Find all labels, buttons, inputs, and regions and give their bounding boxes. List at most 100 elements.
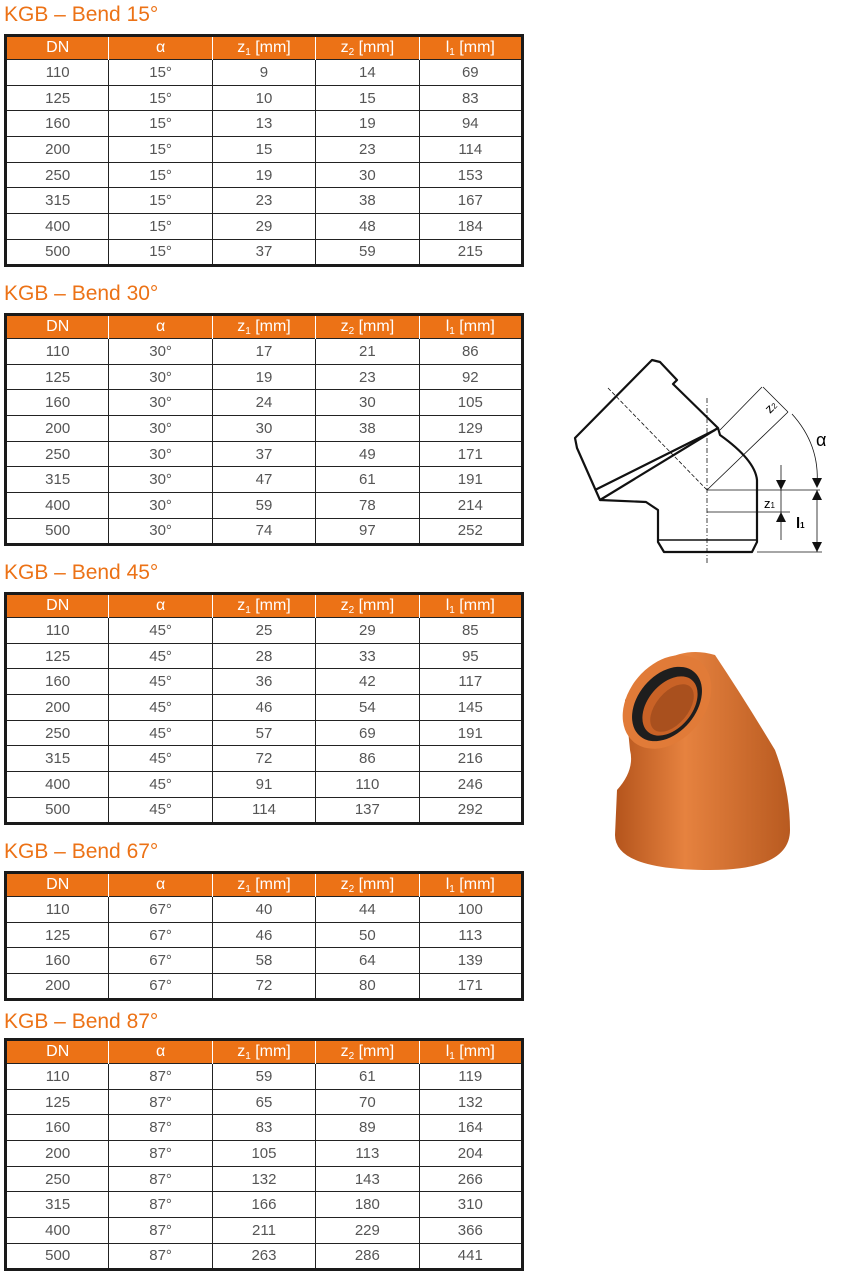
table-cell: 252 <box>418 517 524 545</box>
table-cell: 204 <box>418 1140 524 1167</box>
table-row: 200 15° 15 23 114 <box>4 136 524 163</box>
header-symbol: z <box>237 596 246 614</box>
table-row: 200 30° 30 38 129 <box>4 415 524 442</box>
header-subscript: 2 <box>348 325 355 337</box>
table-cell: 15 <box>211 136 317 163</box>
table-cell: 250 <box>4 440 110 468</box>
table-row: 315 87° 166 180 310 <box>4 1191 524 1219</box>
table-cell: 266 <box>418 1165 524 1193</box>
table-cell: 67° <box>108 947 213 975</box>
header-subscript: 1 <box>449 46 455 58</box>
table-cell: 137 <box>315 796 420 824</box>
header-subscript: 2 <box>348 46 355 58</box>
table-cell: 366 <box>418 1217 524 1244</box>
table-cell: 80 <box>315 973 420 1000</box>
section-title: KGB – Bend 45° <box>4 561 159 584</box>
header-subscript: 1 <box>449 325 455 337</box>
column-header: z2 [mm] <box>315 314 420 339</box>
table-cell: 214 <box>418 492 524 519</box>
table-cell: 400 <box>4 213 110 240</box>
pipe-body-outline <box>599 427 759 554</box>
column-header: l1 [mm] <box>418 35 523 60</box>
table-row: 125 67° 46 50 113 <box>4 921 524 949</box>
table-cell: 25 <box>211 617 317 644</box>
header-subscript: 1 <box>245 883 251 895</box>
table-cell: 110 <box>4 896 110 923</box>
table-cell: 30° <box>108 363 213 391</box>
table-cell: 70 <box>315 1088 420 1116</box>
z2-label: z2 <box>762 397 781 416</box>
table-row: 160 15° 13 19 94 <box>4 110 524 138</box>
table-cell: 125 <box>4 84 110 112</box>
header-subscript: 2 <box>348 883 355 895</box>
table-cell: 19 <box>211 363 317 391</box>
table-cell: 30 <box>211 415 317 442</box>
table-cell: 45° <box>108 617 213 644</box>
table-cell: 117 <box>418 668 524 696</box>
header-symbol: l <box>445 596 450 614</box>
header-subscript: 1 <box>449 883 455 895</box>
header-unit: [mm] <box>250 596 291 614</box>
table-cell: 400 <box>4 771 110 798</box>
column-header: z1 [mm] <box>211 872 316 897</box>
table-cell: 105 <box>418 389 524 417</box>
table-row: 110 15° 9 14 69 <box>4 59 524 86</box>
table-cell: 129 <box>418 415 524 442</box>
table-cell: 166 <box>211 1191 317 1219</box>
table-cell: 19 <box>211 161 317 189</box>
table-cell: 67° <box>108 973 213 1000</box>
table-cell: 15° <box>108 161 213 189</box>
column-header: z2 [mm] <box>315 872 420 897</box>
column-header: z2 [mm] <box>315 35 420 60</box>
bend-technical-drawing: z2 α z1 l1 <box>573 358 826 565</box>
column-header: α <box>108 872 213 897</box>
table-cell: 310 <box>418 1191 524 1219</box>
table-cell: 45° <box>108 745 213 773</box>
table-cell: 87° <box>108 1217 213 1244</box>
table-cell: 164 <box>418 1114 524 1142</box>
table-cell: 40 <box>211 896 317 923</box>
table-cell: 160 <box>4 947 110 975</box>
table-cell: 37 <box>211 238 317 266</box>
table-cell: 69 <box>418 59 524 86</box>
table-cell: 119 <box>418 1063 524 1090</box>
table-row: 500 30° 74 97 252 <box>4 517 524 545</box>
table-cell: 286 <box>315 1242 420 1270</box>
table-cell: 14 <box>315 59 420 86</box>
table-cell: 30 <box>315 389 420 417</box>
table-cell: 15 <box>315 84 420 112</box>
table-cell: 92 <box>418 363 524 391</box>
header-symbol: α <box>155 597 166 614</box>
table-cell: 246 <box>418 771 524 798</box>
table-cell: 292 <box>418 796 524 824</box>
table-cell: 184 <box>418 213 524 240</box>
header-subscript: 1 <box>449 604 455 616</box>
table-cell: 30° <box>108 389 213 417</box>
table-cell: 139 <box>418 947 524 975</box>
column-header: DN <box>5 35 109 60</box>
header-subscript: 2 <box>348 1050 355 1062</box>
section-title: KGB – Bend 87° <box>4 1010 159 1033</box>
table-row: 315 30° 47 61 191 <box>4 466 524 494</box>
table-cell: 15° <box>108 110 213 138</box>
z1-label: z1 <box>764 496 776 511</box>
header-row: DN α z1 [mm] z2 [mm] l1 [mm] <box>5 314 523 339</box>
table-cell: 89 <box>315 1114 420 1142</box>
column-header: DN <box>5 1039 109 1064</box>
bend-section: KGB – Bend 67° DN α z1 [mm] z2 [mm] l1 [mm] 11… <box>4 840 524 1001</box>
table-cell: 83 <box>211 1114 317 1142</box>
table-cell: 38 <box>315 187 420 215</box>
table-cell: 15° <box>108 238 213 266</box>
table-cell: 110 <box>4 338 110 365</box>
header-subscript: 1 <box>245 1050 251 1062</box>
l1-label: l1 <box>796 515 805 532</box>
table-cell: 15° <box>108 187 213 215</box>
column-header: DN <box>5 593 109 618</box>
header-symbol: α <box>155 318 166 335</box>
header-subscript: 1 <box>449 1050 455 1062</box>
table-cell: 110 <box>4 617 110 644</box>
table-cell: 59 <box>211 1063 317 1090</box>
table-cell: 500 <box>4 238 110 266</box>
table-cell: 191 <box>418 466 524 494</box>
header-symbol: DN <box>46 597 70 614</box>
